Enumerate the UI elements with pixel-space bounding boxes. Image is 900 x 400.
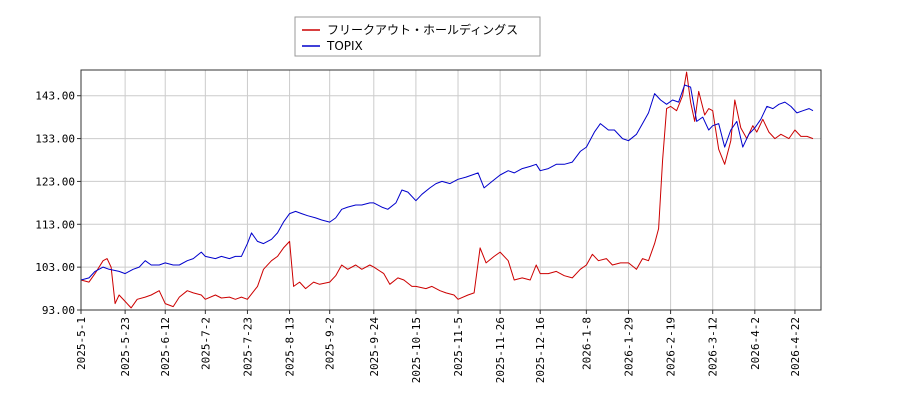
grid-lines — [80, 70, 821, 311]
y-tick-label-3: 123.00 — [35, 175, 75, 188]
x-tick-label-17: 2026-4-22 — [789, 317, 802, 377]
x-tick-label-12: 2026-1-8 — [580, 317, 593, 370]
x-tick-label-14: 2026-2-19 — [665, 317, 678, 377]
x-tick-label-15: 2026-3-12 — [707, 317, 720, 377]
x-tick-label-1: 2025-5-23 — [119, 317, 132, 377]
y-tick-label-0: 93.00 — [42, 304, 75, 317]
legend-box — [294, 16, 541, 57]
x-axis-ticks: 2025-5-1 2025-5-23 2025-6-12 2025-7-2 2025-7… — [75, 310, 802, 383]
legend-label-freakout: フリークアウト・ホールディングス — [327, 22, 518, 37]
y-tick-label-2: 113.00 — [35, 218, 75, 231]
y-axis-ticks: 93.00 103.00 113.00 123.00 133.00 143.00 — [35, 90, 81, 317]
legend-label-topix: TOPIX — [326, 39, 363, 53]
series-line-1 — [80, 84, 814, 281]
x-tick-label-16: 2026-4-2 — [749, 317, 762, 370]
x-tick-label-11: 2025-12-16 — [534, 317, 547, 383]
y-tick-label-5: 143.00 — [35, 90, 75, 103]
series-layer — [80, 71, 814, 309]
legend: フリークアウト・ホールディングス TOPIX — [294, 16, 541, 57]
x-tick-label-9: 2025-11-5 — [452, 317, 465, 377]
x-tick-label-5: 2025-8-13 — [284, 317, 297, 377]
x-tick-label-13: 2026-1-29 — [622, 317, 635, 377]
x-tick-label-2: 2025-6-12 — [159, 317, 172, 377]
y-tick-label-1: 103.00 — [35, 261, 75, 274]
y-tick-label-4: 133.00 — [35, 133, 75, 146]
x-tick-label-10: 2025-11-26 — [494, 317, 507, 383]
x-tick-label-3: 2025-7-2 — [199, 317, 212, 370]
series-line-0 — [80, 71, 814, 309]
plot-frame — [80, 69, 822, 311]
x-tick-label-4: 2025-7-23 — [241, 317, 254, 377]
x-tick-label-0: 2025-5-1 — [75, 317, 88, 370]
x-tick-label-7: 2025-9-24 — [368, 317, 381, 377]
x-tick-label-8: 2025-10-15 — [410, 317, 423, 383]
x-tick-label-6: 2025-9-2 — [324, 317, 337, 370]
plot-area — [81, 70, 821, 310]
